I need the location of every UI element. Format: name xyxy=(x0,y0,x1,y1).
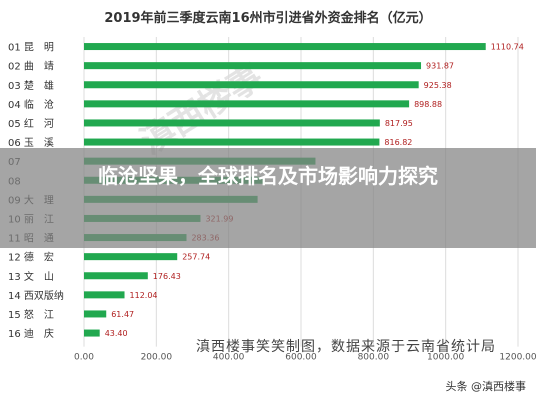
x-tick-label: 1200.00 xyxy=(499,353,536,363)
value-label: 43.40 xyxy=(105,329,128,338)
bar xyxy=(84,272,148,280)
category-label: 16 迪 庆 xyxy=(8,327,54,340)
x-tick-label: 400.00 xyxy=(213,353,245,363)
x-tick-label: 1000.00 xyxy=(427,353,464,363)
x-tick-label: 200.00 xyxy=(141,353,173,363)
bar xyxy=(84,81,419,89)
bar xyxy=(84,310,107,318)
category-label: 13 文 山 xyxy=(8,270,54,283)
bar xyxy=(84,119,380,127)
bar xyxy=(84,43,486,51)
x-tick-label: 0.00 xyxy=(74,353,94,363)
background-watermark: 滇西楼事 xyxy=(134,57,271,163)
bar xyxy=(84,100,410,108)
title-overlay-band xyxy=(0,148,536,248)
bar xyxy=(84,62,422,70)
value-label: 257.74 xyxy=(182,253,210,262)
value-label: 176.43 xyxy=(153,272,181,281)
x-tick-label: 800.00 xyxy=(358,353,390,363)
value-label: 61.47 xyxy=(111,310,134,319)
value-label: 1110.74 xyxy=(491,43,524,52)
category-label: 03 楚 雄 xyxy=(8,79,54,92)
value-label: 817.95 xyxy=(385,119,413,128)
chart-title: 2019年前三季度云南16州市引进省外资金排名（亿元） xyxy=(104,10,431,26)
category-label: 04 临 沧 xyxy=(8,98,54,111)
category-label: 14 西双版纳 xyxy=(8,289,64,302)
category-label: 01 昆 明 xyxy=(8,42,54,54)
bar xyxy=(84,253,178,261)
bar xyxy=(84,138,380,146)
category-label: 02 曲 靖 xyxy=(8,60,54,73)
category-label: 06 玉 溪 xyxy=(8,137,54,149)
value-label: 898.88 xyxy=(414,100,442,109)
overlay-title: 临沧坚果，全球排名及市场影响力探究 xyxy=(98,164,438,188)
value-label: 816.82 xyxy=(384,138,412,147)
x-tick-label: 600.00 xyxy=(285,353,317,363)
source-watermark: 头条 @滇西楼事 xyxy=(445,380,527,393)
category-label: 15 怒 江 xyxy=(8,308,54,321)
category-label: 12 德 宏 xyxy=(8,251,54,264)
chart-credit: 滇西楼事笑笑制图，数据来源于云南省统计局 xyxy=(196,339,496,355)
category-label: 05 红 河 xyxy=(8,117,54,130)
bar xyxy=(84,291,125,299)
value-label: 112.04 xyxy=(130,291,158,300)
bar xyxy=(84,329,100,337)
value-label: 925.38 xyxy=(424,81,452,90)
value-label: 931.87 xyxy=(426,62,454,71)
